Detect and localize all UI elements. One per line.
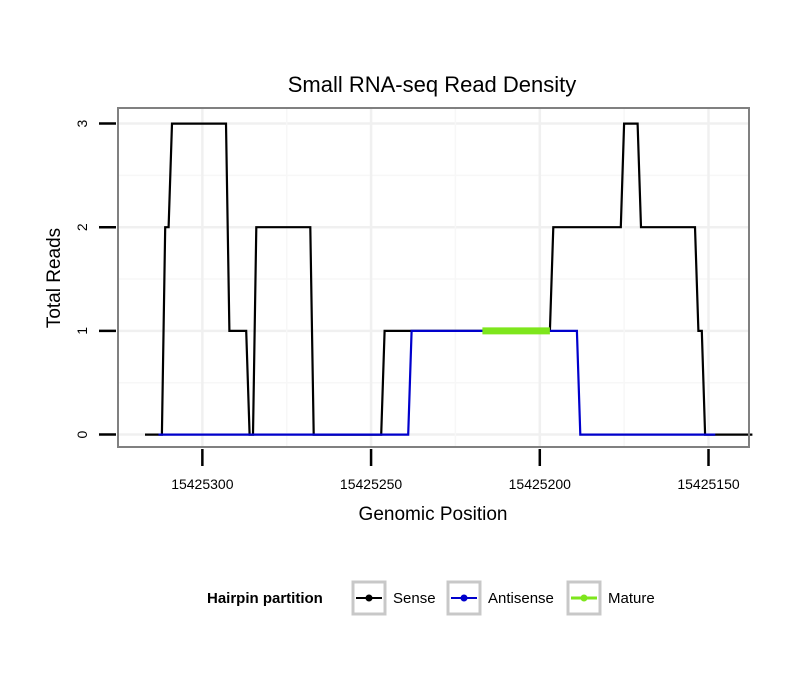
legend-label: Mature: [608, 590, 655, 607]
series-layer: [145, 122, 753, 436]
series-line-antisense: [158, 329, 716, 436]
plot-panel: [117, 107, 753, 448]
legend-item-sense: Sense: [351, 580, 436, 616]
panel-background: [118, 108, 749, 447]
legend-label: Sense: [393, 590, 436, 607]
legend: Hairpin partition Sense Antisense Mature: [207, 580, 655, 616]
panel-border: [117, 107, 750, 448]
legend-item-mature: Mature: [566, 580, 655, 616]
legend-key-point: [460, 594, 468, 602]
y-axis: 0 1 2 3: [74, 119, 116, 438]
x-axis-title: Genomic Position: [359, 504, 508, 525]
legend-title: Hairpin partition: [207, 590, 323, 607]
y-tick-label: 0: [74, 430, 90, 438]
legend-items: Sense Antisense Mature: [351, 580, 655, 616]
y-tick-label: 1: [74, 327, 90, 335]
legend-item-antisense: Antisense: [446, 580, 554, 616]
legend-label: Antisense: [488, 590, 554, 607]
chart-title: Small RNA-seq Read Density: [288, 72, 577, 97]
legend-key-point: [580, 594, 588, 602]
y-tick-label: 3: [74, 119, 90, 127]
x-tick-label: 15425300: [171, 476, 234, 492]
series-line-sense: [145, 122, 753, 436]
x-axis: 15425300 15425250 15425200 15425150: [171, 449, 740, 492]
legend-key-point: [365, 594, 373, 602]
y-axis-title: Total Reads: [44, 228, 65, 328]
y-tick-label: 2: [74, 223, 90, 231]
x-tick-label: 15425150: [677, 476, 740, 492]
x-tick-label: 15425250: [340, 476, 403, 492]
x-tick-label: 15425200: [509, 476, 572, 492]
